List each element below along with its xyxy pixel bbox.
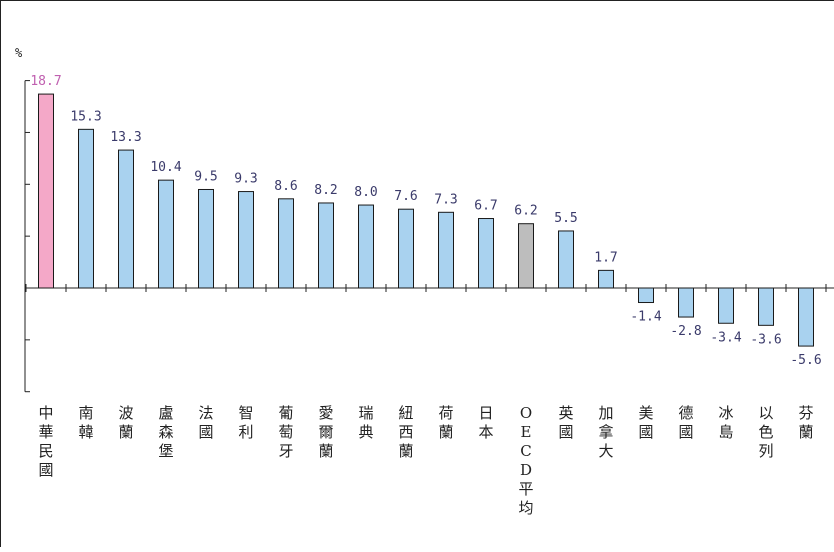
category-label: O E C D 平均 bbox=[518, 404, 533, 517]
category-label: 以色列 bbox=[758, 404, 773, 460]
category-label: 紐西蘭 bbox=[398, 404, 413, 460]
value-label: -3.4 bbox=[710, 330, 741, 345]
bar bbox=[439, 212, 454, 288]
category-label: 中華民國 bbox=[38, 404, 53, 479]
bar bbox=[119, 150, 134, 288]
value-label: 18.7 bbox=[30, 74, 61, 89]
bar bbox=[679, 288, 694, 317]
bar bbox=[359, 205, 374, 288]
value-labels: 18.7 15.3 13.3 10.4 9.5 9.3 8.6 8.2 8.0 7.6 7.3 6.7… bbox=[30, 74, 821, 368]
bar bbox=[79, 129, 94, 288]
category-label: 葡萄牙 bbox=[278, 404, 293, 460]
category-label: 冰島 bbox=[718, 404, 733, 441]
value-label: 5.5 bbox=[554, 211, 577, 226]
value-label: -2.8 bbox=[670, 324, 701, 339]
value-label: 6.7 bbox=[474, 199, 497, 214]
y-axis-unit-label: % bbox=[15, 46, 23, 60]
bar bbox=[199, 189, 214, 288]
value-label: 15.3 bbox=[70, 109, 101, 124]
category-label: 南韓 bbox=[78, 404, 93, 441]
bar bbox=[239, 192, 254, 288]
value-label: 13.3 bbox=[110, 130, 141, 145]
bar bbox=[39, 94, 54, 288]
bar bbox=[599, 270, 614, 288]
value-label: 6.2 bbox=[514, 204, 537, 219]
value-label: 8.0 bbox=[354, 185, 377, 200]
value-label: 8.6 bbox=[274, 179, 297, 194]
value-label: -1.4 bbox=[630, 310, 661, 325]
bar bbox=[719, 288, 734, 323]
value-label: 1.7 bbox=[594, 250, 617, 265]
category-label: 芬蘭 bbox=[798, 404, 813, 441]
value-label: -3.6 bbox=[750, 332, 781, 347]
bar bbox=[639, 288, 654, 303]
bar bbox=[479, 219, 494, 288]
value-label: 7.3 bbox=[434, 192, 457, 207]
category-label: 英國 bbox=[558, 404, 573, 441]
bar bbox=[279, 199, 294, 288]
category-label: 愛爾蘭 bbox=[318, 404, 333, 460]
category-label: 瑞典 bbox=[358, 404, 373, 441]
category-label: 荷蘭 bbox=[438, 404, 453, 441]
category-label: 日本 bbox=[478, 404, 493, 441]
category-label: 美國 bbox=[638, 404, 653, 441]
bar bbox=[799, 288, 814, 346]
category-label: 智利 bbox=[238, 404, 253, 441]
bar bbox=[319, 203, 334, 288]
category-label: 盧森堡 bbox=[158, 404, 173, 460]
bar bbox=[159, 180, 174, 288]
value-label: 8.2 bbox=[314, 183, 337, 198]
bars bbox=[39, 94, 814, 346]
category-label: 法國 bbox=[198, 404, 213, 441]
bar bbox=[759, 288, 774, 325]
value-label: 9.3 bbox=[234, 172, 257, 187]
bar bbox=[559, 231, 574, 288]
bar bbox=[399, 209, 414, 288]
value-label: 9.5 bbox=[194, 169, 217, 184]
value-label: -5.6 bbox=[790, 353, 821, 368]
category-label: 德國 bbox=[678, 404, 693, 441]
value-label: 7.6 bbox=[394, 189, 417, 204]
bar bbox=[519, 224, 534, 288]
category-label: 波蘭 bbox=[118, 404, 133, 441]
category-label: 加拿大 bbox=[598, 404, 613, 460]
value-label: 10.4 bbox=[150, 160, 181, 175]
